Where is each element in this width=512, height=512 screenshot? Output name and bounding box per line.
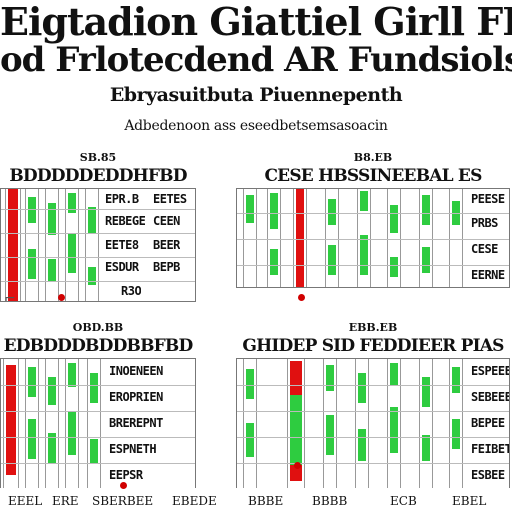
panel-bottom-right: EBB.EB GHIDEP SID FEDDIEER PIAS ESPEEE S… [236, 322, 510, 490]
grid-cell: PRBS [471, 217, 498, 230]
panel-bottom-left: OBD.BB EDBDDDBDDBBFBD INOENEEN EROPRIEN … [0, 322, 196, 490]
grid-cell: BEER [153, 239, 180, 252]
footer-label: BBBB [312, 494, 348, 508]
grid-cell: EETE8 [105, 239, 139, 252]
grid-cell: EPR.B [105, 193, 139, 206]
title-line-2: od Frlotecdend AR Fundsiols Gy [0, 40, 512, 80]
footer-label: EBEL [452, 494, 487, 508]
panel-heading: BDDDDDEDDHFBD [9, 166, 187, 186]
panel-grid: ESPEEE SEBEEE BEPEE FEIBET ESBEE [236, 358, 510, 488]
footer-label: BBBE [248, 494, 284, 508]
grid-cell: BREREPNT [109, 417, 163, 430]
red-marker [298, 294, 305, 301]
grid-column-green [25, 359, 39, 488]
panel-number: SB.85 [79, 152, 117, 164]
grid-cell: SEBEEE [471, 391, 510, 404]
grid-column-green [243, 359, 257, 488]
panel-number: EBB.EB [348, 322, 398, 334]
grid-cell: ESBEE [471, 469, 505, 482]
grid-cell: BEPB [153, 261, 180, 274]
grid-column-green [243, 189, 257, 287]
bracket-icon: ⌐ [4, 291, 16, 307]
panel-grid: PEESE PRBS CESE EERNE [236, 188, 510, 288]
grid-cell: EETES [153, 193, 187, 206]
grid-column-green [355, 359, 369, 488]
grid-column-red [3, 359, 19, 488]
grid-cell: EERNE [471, 269, 505, 282]
grid-cell: EEPSR [109, 469, 143, 482]
grid-column-green [357, 189, 371, 287]
grid-column-green [325, 189, 339, 287]
grid-cell: ESPEEE [471, 365, 510, 378]
grid-column-green [85, 189, 99, 301]
grid-column-red [5, 189, 21, 301]
subtitle: Ebryasuitbuta Piuennepenth [109, 84, 403, 106]
grid-column-green [45, 359, 59, 488]
grid-column-green [87, 359, 101, 488]
grid-column-green [65, 359, 79, 488]
grid-column-green [45, 189, 59, 301]
grid-column-green [65, 189, 79, 301]
panel-heading: CESE HBSSINEEBAL ES [264, 166, 482, 186]
grid-cell: REBEGE [105, 215, 146, 228]
grid-column-red [293, 189, 307, 287]
grid-column-green [387, 359, 401, 488]
grid-column-green [25, 189, 39, 301]
grid-cell: PEESE [471, 193, 505, 206]
grid-column-green [419, 189, 433, 287]
grid-column-green [419, 359, 433, 488]
grid-cell: CEEN [153, 215, 180, 228]
footer-label: ERE [52, 494, 79, 508]
panel-number: OBD.BB [72, 322, 124, 334]
grid-column-green [449, 359, 463, 488]
red-marker [120, 482, 127, 489]
red-marker [294, 462, 301, 469]
grid-cell: ESPNETH [109, 443, 157, 456]
grid-column-green [323, 359, 337, 488]
panel-heading: GHIDEP SID FEDDIEER PIAS [242, 336, 504, 356]
grid-cell: EROPRIEN [109, 391, 163, 404]
red-marker [58, 294, 65, 301]
grid-cell: CESE [471, 243, 498, 256]
panel-top-left: SB.85 BDDDDDEDDHFBD EPR.B REBEGE EETE8 E… [0, 152, 196, 306]
grid-column-red [287, 359, 305, 488]
panel-top-right: B8.EB CESE HBSSINEEBAL ES PEESE PRBS CES… [236, 152, 510, 302]
title-line-1: Eigtadion Giattiel Girll FFLL [0, 0, 512, 44]
grid-column-green [267, 189, 281, 287]
footer-label: SBERBEE [92, 494, 154, 508]
grid-cell: INOENEEN [109, 365, 163, 378]
grid-cell: FEIBET [471, 443, 510, 456]
panel-number: B8.EB [353, 152, 393, 164]
panel-grid: EPR.B REBEGE EETE8 ESDUR EETES CEEN BEER… [0, 188, 196, 302]
caption: Adbedenoon ass eseedbetsemsasoacin [124, 118, 388, 134]
grid-cell: BEPEE [471, 417, 505, 430]
panel-grid: INOENEEN EROPRIEN BREREPNT ESPNETH EEPSR [0, 358, 196, 488]
footer-label: EBEDE [172, 494, 217, 508]
footer-label: ECB [390, 494, 417, 508]
grid-column-green [449, 189, 463, 287]
grid-cell: R3O [121, 285, 142, 298]
footer-label: EEEL [8, 494, 43, 508]
grid-column-green [387, 189, 401, 287]
panel-heading: EDBDDDBDDBBFBD [3, 336, 194, 356]
grid-cell: ESDUR [105, 261, 139, 274]
